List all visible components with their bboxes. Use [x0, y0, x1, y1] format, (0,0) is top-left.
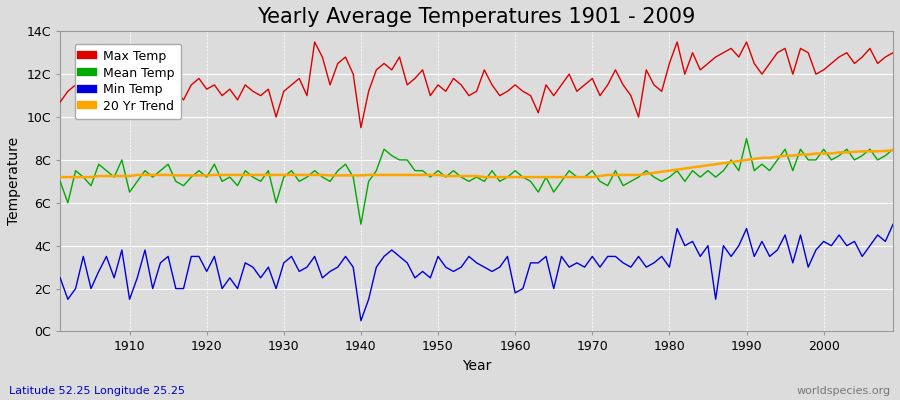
Text: worldspecies.org: worldspecies.org [796, 386, 891, 396]
X-axis label: Year: Year [462, 359, 491, 373]
Title: Yearly Average Temperatures 1901 - 2009: Yearly Average Temperatures 1901 - 2009 [257, 7, 696, 27]
Legend: Max Temp, Mean Temp, Min Temp, 20 Yr Trend: Max Temp, Mean Temp, Min Temp, 20 Yr Tre… [75, 44, 181, 119]
Y-axis label: Temperature: Temperature [7, 137, 21, 226]
Text: Latitude 52.25 Longitude 25.25: Latitude 52.25 Longitude 25.25 [9, 386, 185, 396]
